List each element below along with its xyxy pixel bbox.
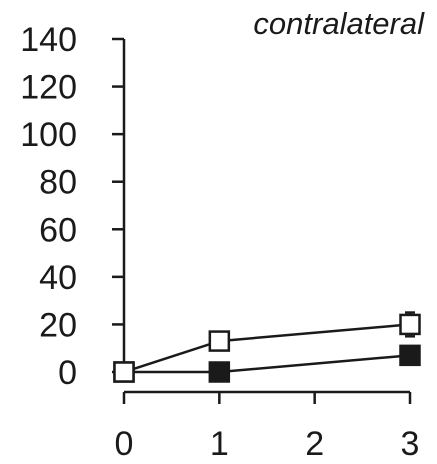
axes: 0 20 40 60 80 100 120 140 0 1 2 3 xyxy=(20,21,419,463)
series-layer xyxy=(113,311,421,383)
y-tick-label: 60 xyxy=(39,211,77,249)
x-tick-label: 2 xyxy=(305,425,324,463)
y-tick-label: 140 xyxy=(20,21,77,59)
open-square-marker xyxy=(208,330,231,352)
y-tick-label: 0 xyxy=(58,354,77,392)
x-tick-label: 1 xyxy=(210,425,229,463)
x-tick-label: 3 xyxy=(401,425,420,463)
x-tick-label: 0 xyxy=(115,425,134,463)
y-tick-label: 120 xyxy=(20,69,77,107)
y-tick-label: 80 xyxy=(39,164,77,202)
series-1 xyxy=(113,344,421,383)
open-square-marker xyxy=(399,313,421,336)
y-tick-label: 40 xyxy=(39,259,77,297)
y-tick-label: 20 xyxy=(39,306,77,344)
series-0 xyxy=(113,311,421,383)
filled-square-marker xyxy=(208,361,231,383)
filled-square-marker xyxy=(399,344,421,367)
series-line xyxy=(123,323,411,374)
open-square-marker xyxy=(113,361,135,383)
chart-title: contralateral xyxy=(253,6,425,41)
y-tick-label: 100 xyxy=(20,116,77,154)
